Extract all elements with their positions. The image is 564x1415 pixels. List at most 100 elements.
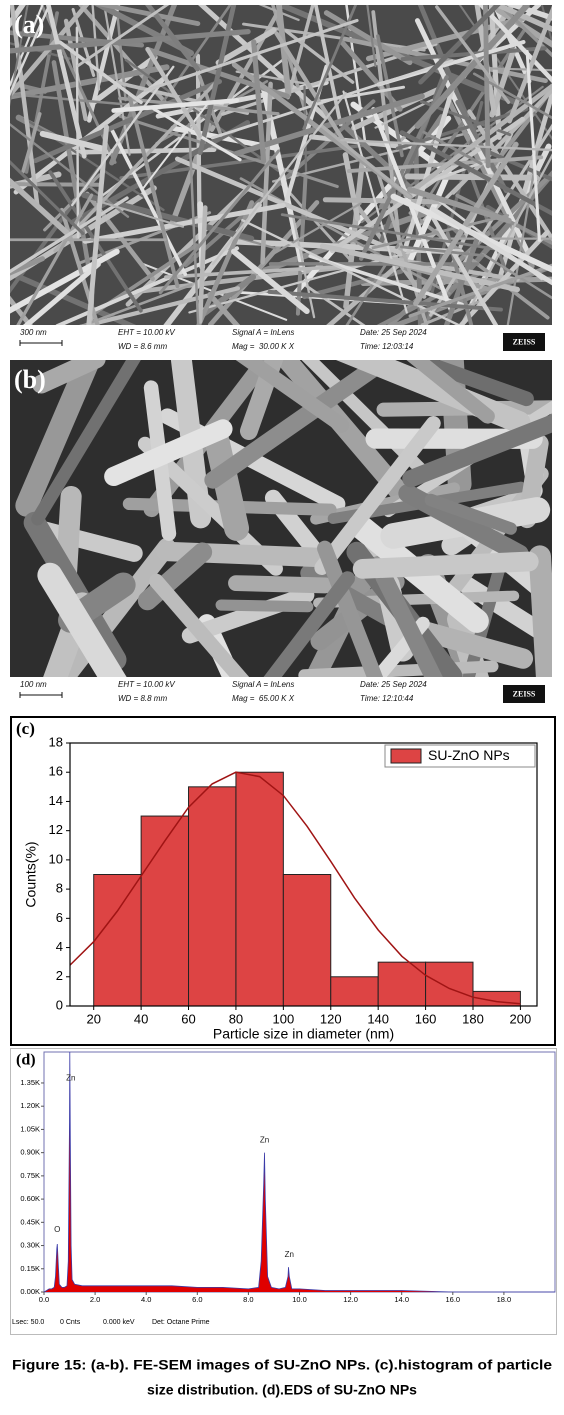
nanorod bbox=[211, 92, 347, 266]
y-tick-label: 0.90K bbox=[20, 1148, 40, 1157]
nanorod bbox=[45, 5, 87, 159]
nanorod bbox=[33, 79, 223, 164]
nanorod bbox=[263, 571, 355, 677]
nanorod bbox=[104, 419, 233, 487]
nanorod bbox=[174, 156, 404, 256]
nanorod bbox=[196, 200, 255, 325]
peak-label: Zn bbox=[260, 1135, 269, 1144]
x-tick-label: 140 bbox=[367, 1011, 389, 1026]
nanorod bbox=[292, 215, 316, 319]
nanorod bbox=[413, 141, 519, 307]
nanorod bbox=[187, 122, 200, 325]
nanorod bbox=[10, 92, 154, 109]
x-tick-label: 60 bbox=[181, 1011, 195, 1026]
nanorod bbox=[235, 360, 350, 433]
nanorod bbox=[10, 122, 130, 218]
x-tick-label: 120 bbox=[320, 1011, 342, 1026]
x-tick-label: 2.0 bbox=[90, 1295, 100, 1304]
nanorod bbox=[158, 149, 280, 295]
x-tick-label: 12.0 bbox=[343, 1295, 358, 1304]
nanorod bbox=[406, 360, 495, 424]
nanorod bbox=[231, 248, 310, 315]
nanorod bbox=[374, 98, 434, 129]
status-text: Lsec: 50.0 bbox=[12, 1319, 44, 1326]
nanorod bbox=[371, 10, 405, 270]
nanorod bbox=[10, 182, 102, 187]
nanorod bbox=[124, 58, 280, 172]
x-tick-label: 10.0 bbox=[292, 1295, 307, 1304]
x-tick-label: 16.0 bbox=[445, 1295, 460, 1304]
x-tick-label: 8.0 bbox=[243, 1295, 253, 1304]
nanorod bbox=[215, 599, 314, 613]
nanorod bbox=[10, 5, 40, 208]
scale-bar-label: 300 nm bbox=[20, 328, 47, 337]
signal: Signal A = InLens bbox=[232, 680, 294, 689]
nanorod bbox=[258, 5, 300, 22]
nanorod bbox=[319, 243, 520, 293]
nanorod bbox=[280, 213, 498, 251]
nanorod bbox=[497, 5, 552, 58]
nanorod bbox=[483, 5, 491, 169]
nanorod bbox=[10, 5, 29, 107]
nanorod bbox=[317, 540, 384, 677]
eht: EHT = 10.00 kV bbox=[118, 680, 175, 689]
nanorod bbox=[506, 148, 539, 325]
nanorod bbox=[239, 177, 451, 295]
plot-frame bbox=[43, 1051, 556, 1293]
nanorod bbox=[408, 263, 552, 318]
nanorod bbox=[298, 660, 499, 677]
nanorod bbox=[228, 575, 334, 594]
nanorod bbox=[352, 551, 539, 579]
nanorod bbox=[303, 85, 308, 173]
plot-frame bbox=[69, 742, 538, 1007]
nanorod bbox=[418, 5, 501, 85]
nanorod bbox=[53, 80, 218, 253]
x-tick-label: 160 bbox=[415, 1011, 437, 1026]
status-text: 0.000 keV bbox=[103, 1319, 135, 1326]
nanorod bbox=[323, 10, 413, 66]
nanorod bbox=[342, 90, 408, 314]
nanorod bbox=[507, 5, 552, 124]
nanorod bbox=[424, 493, 517, 535]
nanorod bbox=[21, 112, 42, 174]
histogram-bar bbox=[235, 771, 284, 1007]
nanorod bbox=[80, 283, 193, 325]
peak-label: O bbox=[54, 1225, 60, 1234]
nanorod bbox=[31, 360, 141, 526]
nanorod bbox=[472, 72, 552, 120]
brand: ZEISS bbox=[513, 689, 536, 698]
histogram-bar bbox=[282, 874, 332, 1007]
nanorod bbox=[92, 5, 201, 27]
nanorod bbox=[528, 545, 552, 677]
date: Date: 25 Sep 2024 bbox=[360, 328, 427, 337]
nanorod bbox=[390, 193, 552, 273]
caption-line: size distribution. (d).EDS of SU-ZnO NPs bbox=[147, 1382, 417, 1398]
nanorod bbox=[399, 245, 485, 257]
scale-bar-label: 100 nm bbox=[20, 680, 47, 689]
y-tick-label: 1.20K bbox=[20, 1101, 40, 1110]
nanorod bbox=[34, 520, 143, 562]
nanorod bbox=[275, 5, 292, 98]
time: Time: 12:10:44 bbox=[360, 694, 414, 703]
info-bar bbox=[10, 677, 552, 709]
nanorod bbox=[148, 573, 250, 677]
y-tick-label: 12 bbox=[49, 822, 63, 837]
y-tick-label: 0 bbox=[56, 997, 63, 1012]
nanorod bbox=[402, 86, 455, 252]
nanorod bbox=[31, 360, 106, 394]
nanorod bbox=[127, 94, 180, 289]
y-tick-label: 0.75K bbox=[20, 1171, 40, 1180]
y-tick-label: 0.30K bbox=[20, 1241, 40, 1250]
time: Time: 12:03:14 bbox=[360, 342, 414, 351]
nanorod bbox=[422, 130, 483, 166]
legend-label: SU-ZnO NPs bbox=[428, 747, 510, 763]
nanorod bbox=[109, 126, 188, 276]
y-tick-label: 6 bbox=[56, 910, 63, 925]
x-tick-label: 18.0 bbox=[497, 1295, 512, 1304]
nanorod bbox=[16, 193, 94, 325]
nanorod bbox=[340, 138, 552, 152]
y-tick-label: 4 bbox=[56, 939, 63, 954]
info-bar bbox=[10, 325, 552, 357]
signal: Signal A = InLens bbox=[232, 328, 294, 337]
